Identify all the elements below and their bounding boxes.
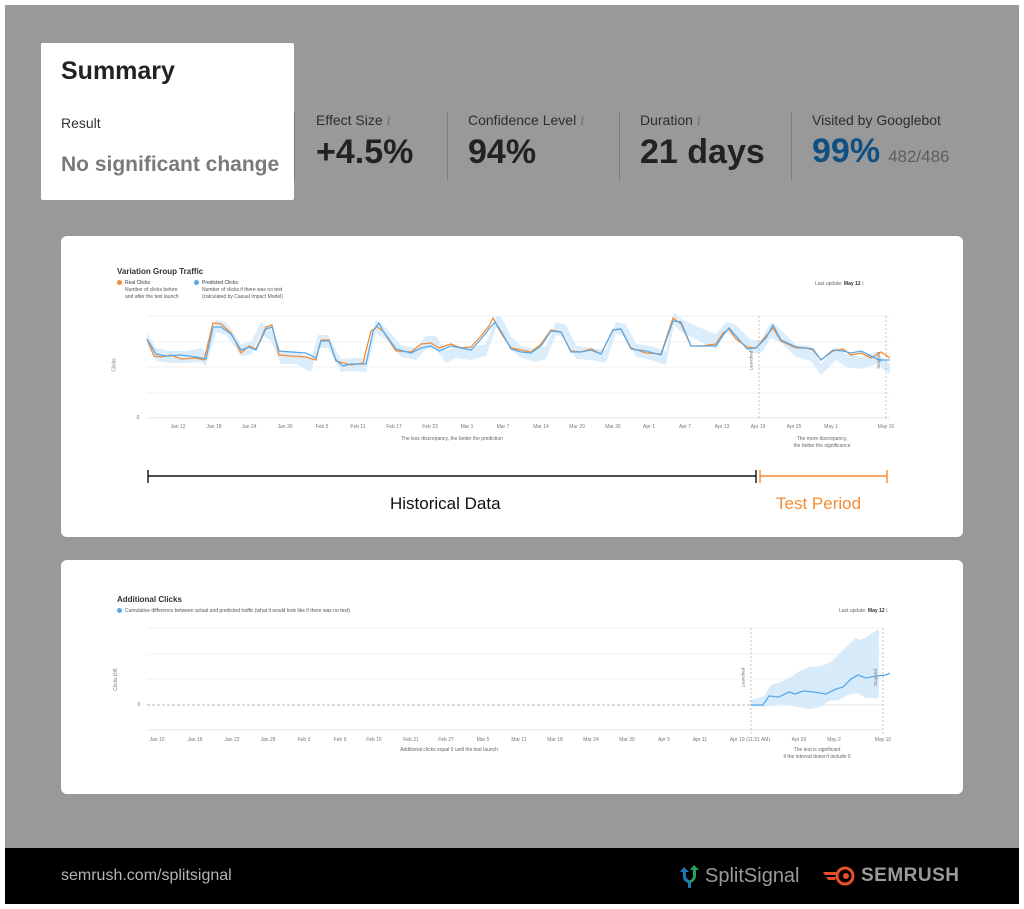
metric-duration: Duration i 21 days <box>640 112 765 180</box>
info-icon[interactable]: i <box>580 114 585 129</box>
y-tick-zero: 0 <box>136 415 140 421</box>
last-update: Last update: May 12 ℹ <box>815 281 864 287</box>
summary-card: Summary Result No significant change <box>41 43 294 200</box>
chart-title: Additional Clicks <box>117 595 182 604</box>
legend-dot-icon <box>117 608 122 614</box>
footer: semrush.com/splitsignal SplitSignal SEMR… <box>5 848 1019 904</box>
traffic-line-chart <box>146 312 891 483</box>
metric-label: Duration <box>640 112 693 128</box>
summary-title: Summary <box>61 57 175 85</box>
metric-label: Visited by Googlebot <box>812 112 941 128</box>
legend-real-clicks[interactable]: Real Clicks Number of clicks before and … <box>117 280 179 301</box>
semrush-fireball-icon <box>823 866 855 886</box>
metric-value: 94% <box>468 133 537 171</box>
last-update: Last update: May 12 ℹ <box>839 608 888 614</box>
metric-sub-value: 482/486 <box>888 147 950 166</box>
test-period-label: Test Period <box>776 494 862 513</box>
chart-note-left: Additional clicks equal 0 until the test… <box>400 747 498 753</box>
splitsignal-wordmark: SplitSignal <box>705 864 800 887</box>
stopped-marker: Stopped <box>872 669 878 686</box>
info-icon[interactable]: ℹ <box>886 608 888 614</box>
divider <box>294 112 295 180</box>
chart-note-right: The more discrepancy, the better the sig… <box>793 436 851 449</box>
chart-note-left: The less discrepancy, the better the pre… <box>401 436 503 442</box>
info-icon[interactable]: i <box>386 114 391 129</box>
footer-url-link[interactable]: semrush.com/splitsignal <box>61 867 232 884</box>
legend-predicted-clicks[interactable]: Predicted Clicks Number of clicks if the… <box>194 280 283 301</box>
legend-dot-icon <box>117 280 122 286</box>
semrush-logo: SEMRUSH <box>823 862 960 890</box>
stopped-marker: Stopped <box>875 352 881 369</box>
launched-marker: Launched <box>740 667 746 688</box>
metric-value: 21 days <box>640 133 765 171</box>
chart-title: Variation Group Traffic <box>117 267 204 276</box>
metric-label: Confidence Level <box>468 112 577 128</box>
divider <box>619 112 620 180</box>
historical-data-label: Historical Data <box>390 494 501 513</box>
metric-label: Effect Size <box>316 112 383 128</box>
traffic-chart-panel: Variation Group Traffic Real Clicks Numb… <box>61 236 963 537</box>
divider <box>791 112 792 180</box>
legend-dot-icon <box>194 280 199 286</box>
result-label: Result <box>61 115 101 131</box>
semrush-wordmark: SEMRUSH <box>861 865 960 886</box>
additional-clicks-chart <box>147 627 891 735</box>
info-icon[interactable]: ℹ <box>862 281 864 287</box>
metric-googlebot: Visited by Googlebot 99% 482/486 <box>812 112 950 180</box>
metric-value: 99% <box>812 132 881 170</box>
info-icon[interactable]: i <box>696 114 702 129</box>
splitsignal-logo: SplitSignal <box>677 862 800 890</box>
divider <box>447 112 448 180</box>
splitsignal-arrows-icon <box>680 865 699 888</box>
chart-note-right: The test is significant if the interval … <box>783 747 851 760</box>
legend-cumulative-difference[interactable]: Cumulative difference between actual and… <box>117 608 350 615</box>
metric-effect-size: Effect Size i +4.5% <box>316 112 413 180</box>
launched-marker: Launched <box>748 350 754 371</box>
y-tick-zero: 0 <box>137 702 141 708</box>
result-value: No significant change <box>61 153 280 176</box>
metric-value: +4.5% <box>316 133 414 171</box>
metric-confidence-level: Confidence Level i 94% <box>468 112 584 180</box>
additional-clicks-panel: Additional Clicks Cumulative difference … <box>61 560 963 794</box>
